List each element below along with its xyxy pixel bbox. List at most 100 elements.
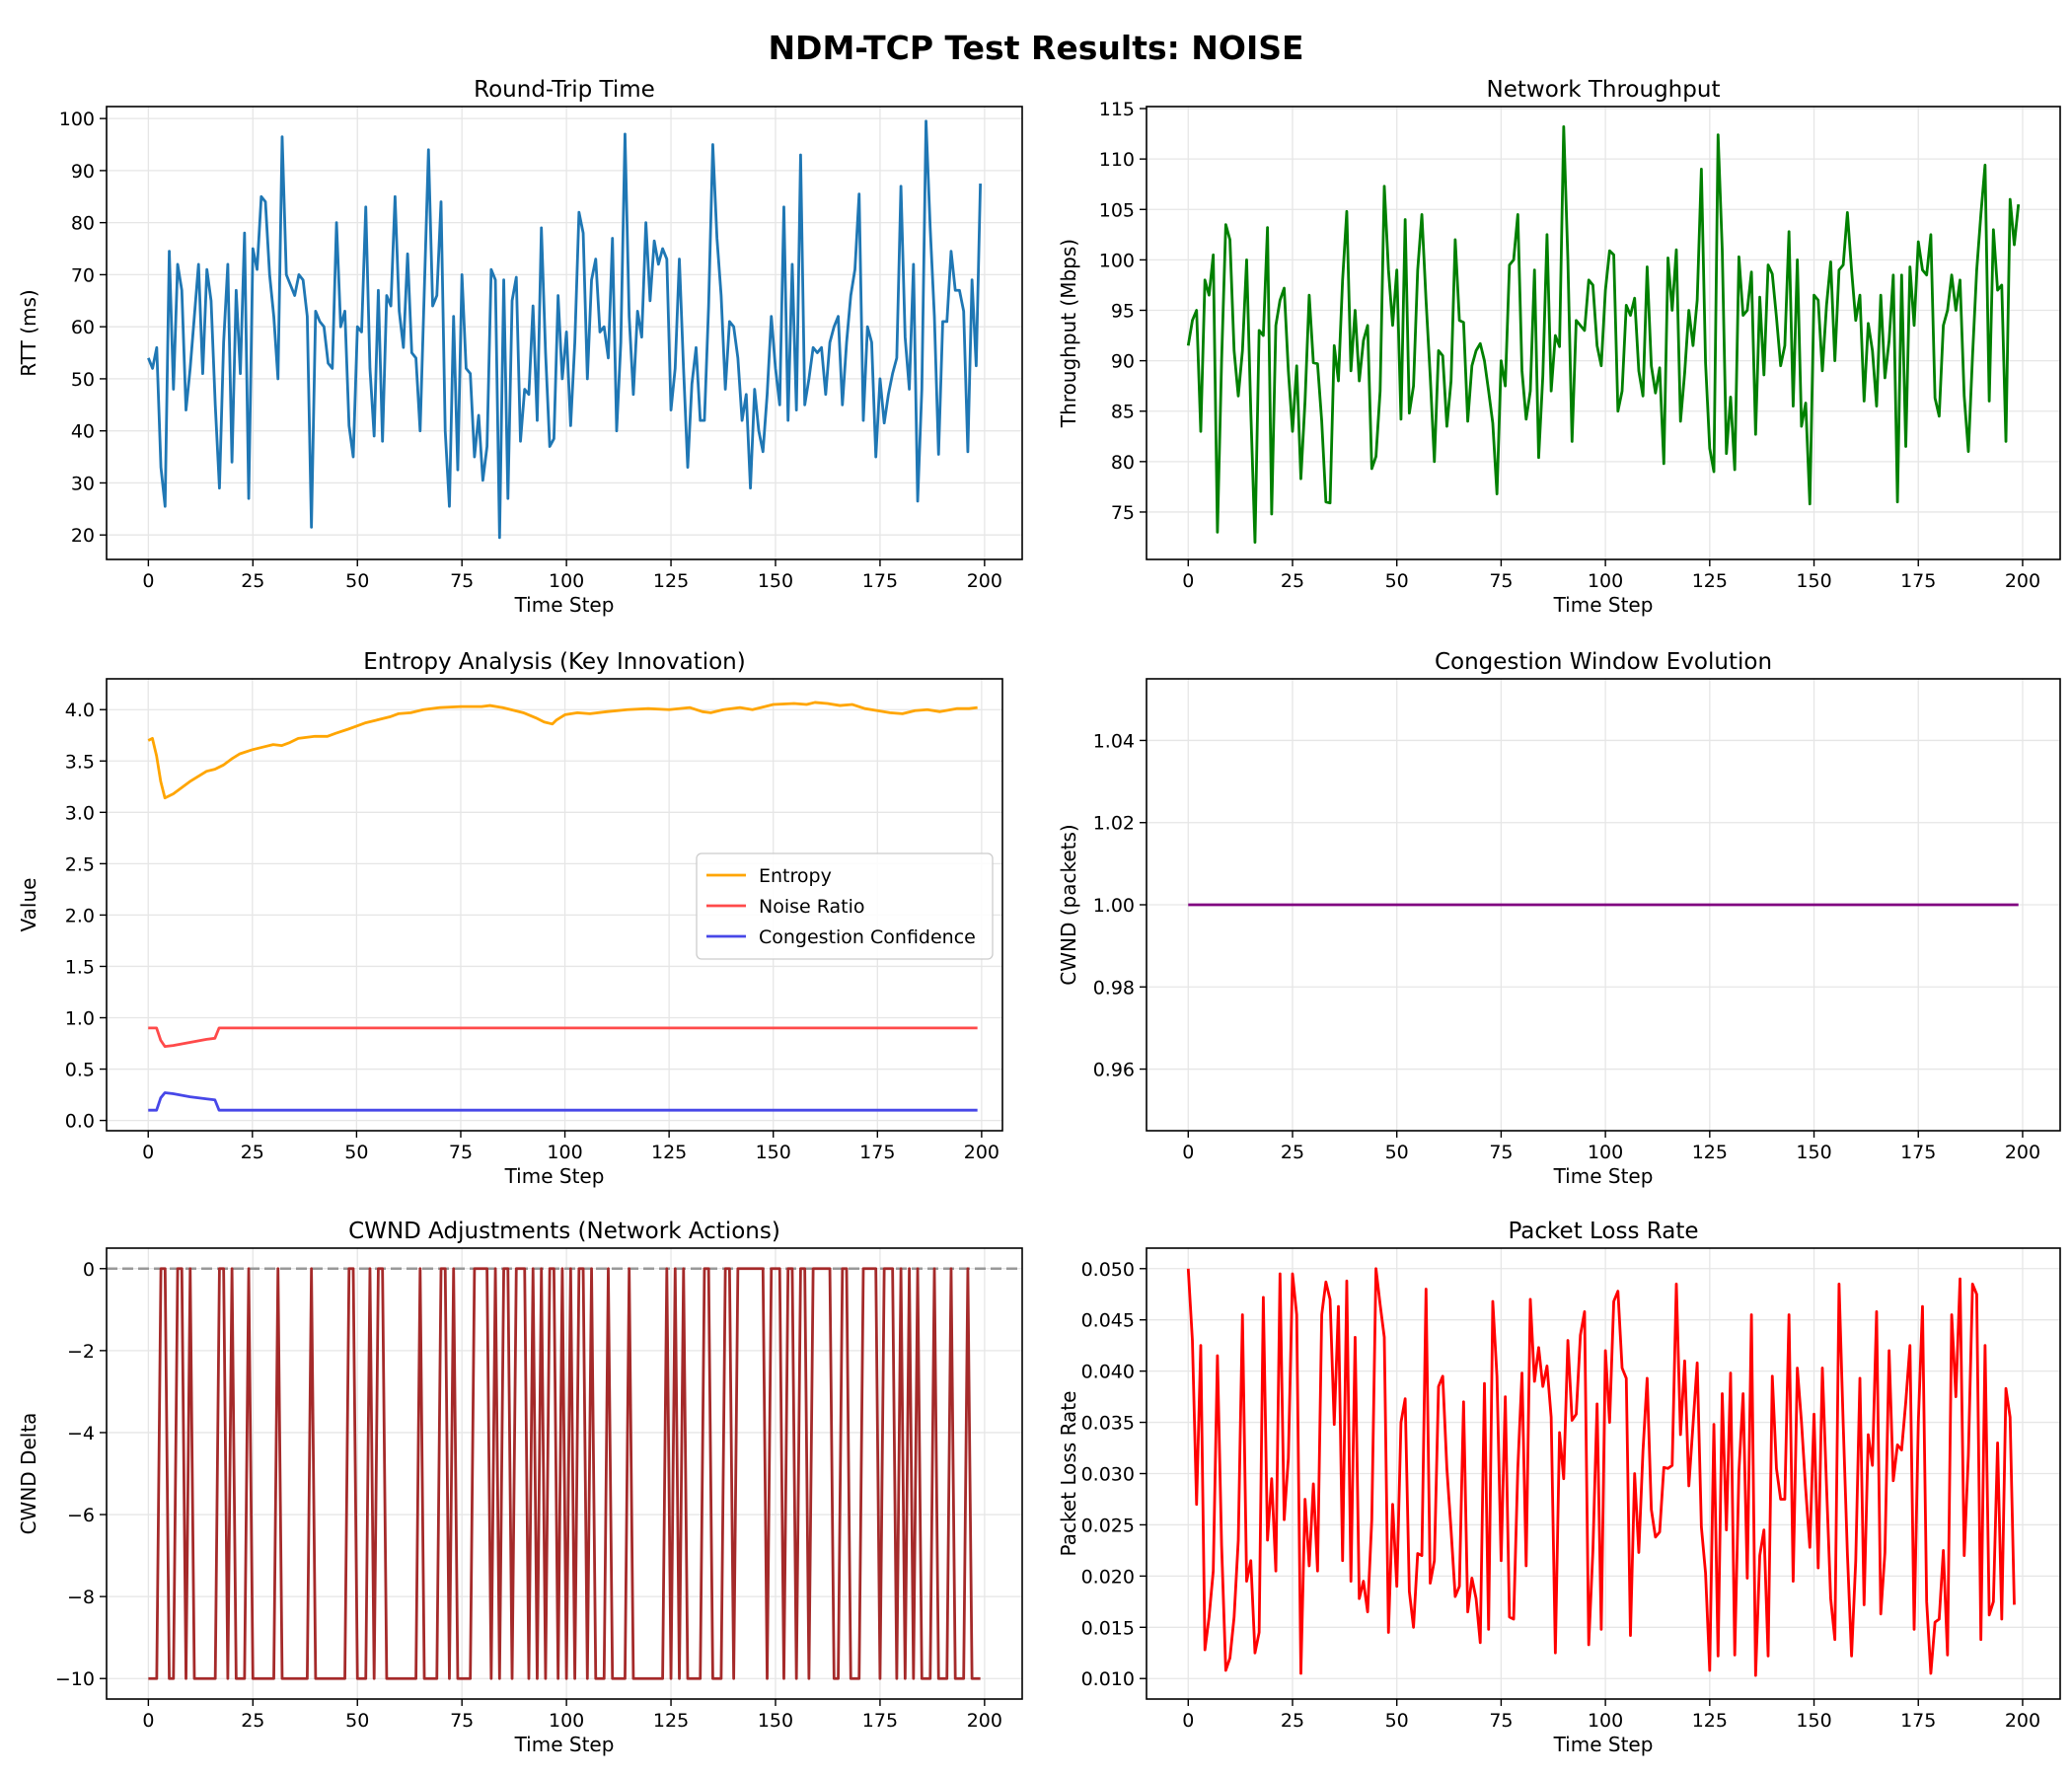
y-tick-label: −8 (67, 1587, 95, 1608)
y-tick-label: 1.02 (1093, 813, 1135, 835)
y-tick-label: 1.5 (65, 956, 95, 978)
x-tick-label: 200 (964, 1142, 999, 1163)
chart-panel-cwnd_delta: 0 25 50 75 100 125 150 175 200 −10 −8 −6 −4 −2 0 CWND A… (17, 1219, 1023, 1756)
x-tick-label: 175 (859, 1142, 895, 1163)
x-tick-label: 150 (1796, 570, 1831, 592)
chart-title: Congestion Window Evolution (1435, 649, 1772, 675)
y-tick-label: 40 (71, 421, 95, 443)
y-tick-label: −2 (67, 1341, 95, 1363)
x-tick-label: 175 (862, 1710, 898, 1732)
x-tick-label: 150 (756, 1142, 791, 1163)
y-tick-label: 1.00 (1093, 895, 1135, 917)
x-tick-label: 0 (1182, 1142, 1194, 1163)
chart-title: CWND Adjustments (Network Actions) (348, 1219, 780, 1244)
y-tick-label: 3.0 (65, 802, 95, 824)
x-tick-label: 50 (345, 570, 369, 592)
y-tick-label: 115 (1099, 99, 1135, 120)
y-tick-label: 0.045 (1081, 1310, 1135, 1332)
y-tick-label: 110 (1099, 149, 1135, 171)
x-axis-label: Time Step (514, 1733, 615, 1756)
y-tick-label: 0.040 (1081, 1362, 1135, 1383)
y-tick-label: −10 (55, 1668, 95, 1690)
x-tick-label: 50 (344, 1142, 368, 1163)
x-tick-label: 200 (2005, 1142, 2040, 1163)
x-tick-label: 0 (1182, 570, 1194, 592)
x-tick-label: 100 (1588, 1142, 1623, 1163)
x-tick-label: 175 (862, 570, 898, 592)
y-tick-label: −4 (67, 1423, 95, 1444)
x-tick-label: 50 (345, 1710, 369, 1732)
x-axis-label: Time Step (504, 1164, 605, 1188)
y-tick-label: −6 (67, 1505, 95, 1526)
y-tick-label: 85 (1111, 402, 1135, 423)
x-tick-label: 175 (1900, 1142, 1936, 1163)
y-tick-label: 0 (83, 1259, 95, 1281)
x-tick-label: 100 (1588, 1710, 1623, 1732)
chart-panel-loss: 0 25 50 75 100 125 150 175 200 0.010 0.015 0.020 0.0… (1057, 1219, 2061, 1756)
x-tick-label: 150 (758, 1710, 793, 1732)
x-tick-label: 175 (1900, 1710, 1936, 1732)
y-tick-label: 0.5 (65, 1060, 95, 1081)
chart-panel-entropy: 0 25 50 75 100 125 150 175 200 0.0 0.5 1.0 1.5 2.0 2.5… (17, 649, 1003, 1188)
plot-frame (106, 678, 1003, 1132)
x-tick-label: 150 (1796, 1142, 1831, 1163)
x-tick-label: 0 (142, 570, 154, 592)
y-tick-label: 4.0 (65, 700, 95, 721)
x-tick-label: 50 (1385, 1142, 1409, 1163)
x-tick-label: 125 (1692, 570, 1728, 592)
x-tick-label: 75 (449, 1142, 473, 1163)
y-tick-label: 90 (1111, 351, 1135, 373)
x-tick-label: 150 (758, 570, 793, 592)
y-tick-label: 95 (1111, 300, 1135, 322)
y-tick-label: 80 (1111, 452, 1135, 474)
chart-title: Round-Trip Time (474, 77, 655, 103)
y-axis-label: CWND (packets) (1057, 824, 1080, 985)
y-tick-label: 2.0 (65, 905, 95, 926)
legend-label: Congestion Confidence (759, 926, 976, 948)
series-line-throughput (1186, 125, 2021, 545)
legend-label: Entropy (759, 865, 832, 887)
chart-panel-cwnd: 0 25 50 75 100 125 150 175 200 0.96 0.98 1.00 1.02 1.… (1057, 649, 2061, 1188)
x-tick-label: 50 (1385, 570, 1409, 592)
x-axis-label: Time Step (514, 593, 615, 617)
y-tick-label: 75 (1111, 502, 1135, 524)
y-tick-label: 0.0 (65, 1111, 95, 1133)
x-tick-label: 100 (1588, 570, 1623, 592)
y-tick-label: 3.5 (65, 751, 95, 773)
chart-title: Entropy Analysis (Key Innovation) (363, 649, 745, 675)
chart-panel-rtt: 0 25 50 75 100 125 150 175 200 20 30 40 50 60 70 80 90 10… (17, 77, 1023, 617)
y-tick-label: 90 (71, 161, 95, 183)
y-tick-label: 0.010 (1081, 1668, 1135, 1690)
plot-frame (1146, 106, 2061, 560)
y-tick-label: 105 (1099, 199, 1135, 221)
y-tick-label: 2.5 (65, 853, 95, 875)
x-tick-label: 25 (241, 570, 264, 592)
x-tick-label: 125 (1692, 1710, 1728, 1732)
y-tick-label: 0.020 (1081, 1566, 1135, 1588)
x-tick-label: 125 (1692, 1142, 1728, 1163)
y-tick-label: 20 (71, 525, 95, 547)
x-tick-label: 25 (1281, 1142, 1304, 1163)
x-tick-label: 100 (549, 1710, 584, 1732)
figure-title: NDM-TCP Test Results: NOISE (768, 29, 1303, 67)
y-tick-label: 0.035 (1081, 1413, 1135, 1435)
legend-label: Noise Ratio (759, 896, 865, 918)
x-tick-label: 25 (241, 1710, 264, 1732)
y-tick-label: 0.98 (1093, 977, 1135, 999)
y-tick-label: 30 (71, 473, 95, 494)
x-tick-label: 25 (241, 1142, 264, 1163)
series-line-entropy (147, 701, 978, 800)
y-tick-label: 0.96 (1093, 1060, 1135, 1081)
series-line-cwnd_delta (148, 1267, 981, 1680)
y-tick-label: 100 (59, 109, 95, 130)
x-tick-label: 125 (653, 1710, 689, 1732)
y-axis-label: Value (17, 878, 40, 932)
x-tick-label: 0 (142, 1710, 154, 1732)
y-tick-label: 0.015 (1081, 1617, 1135, 1639)
x-axis-label: Time Step (1553, 1164, 1654, 1188)
series-line-loss (1186, 1267, 2016, 1677)
x-tick-label: 75 (1489, 570, 1513, 592)
x-tick-label: 100 (547, 1142, 582, 1163)
x-tick-label: 0 (142, 1142, 154, 1163)
